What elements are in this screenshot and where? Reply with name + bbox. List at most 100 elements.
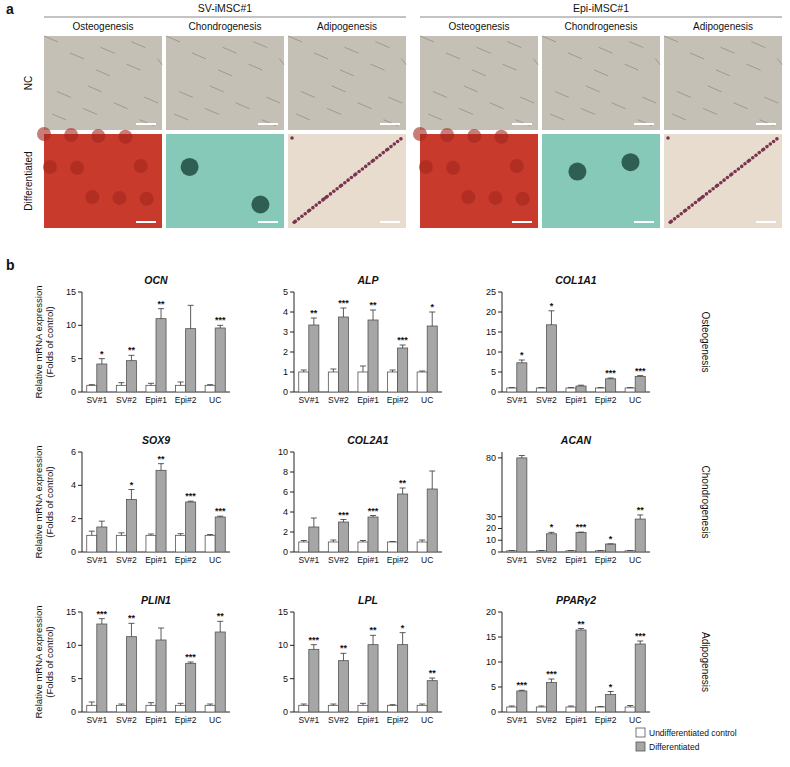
error-cap xyxy=(360,366,366,367)
lipid-droplet xyxy=(705,192,709,196)
error-bar xyxy=(311,318,317,325)
y-tick xyxy=(78,392,82,393)
error-cap xyxy=(419,704,425,705)
cell-texture xyxy=(599,47,613,53)
cell-texture xyxy=(174,114,188,120)
lipid-droplet xyxy=(307,209,311,213)
bar xyxy=(299,705,309,712)
x-tick-label: Epi#2 xyxy=(175,715,197,725)
bar xyxy=(635,644,645,712)
lipid-droplet xyxy=(743,162,747,166)
scale-bar xyxy=(634,221,654,223)
x-tick-label: SV#1 xyxy=(86,395,107,405)
error-stem xyxy=(432,471,433,489)
bar xyxy=(328,372,338,392)
stain-texture xyxy=(494,130,508,144)
cell-texture xyxy=(568,53,582,59)
x-tick-label: Epi#1 xyxy=(145,395,167,405)
error-cap xyxy=(330,704,336,705)
error-stem xyxy=(402,488,403,494)
bar xyxy=(126,500,136,553)
error-bar xyxy=(519,360,525,363)
cell-texture xyxy=(734,103,748,109)
significance: ** xyxy=(370,625,378,635)
error-bar xyxy=(178,534,184,536)
bar xyxy=(417,542,427,552)
error-bar xyxy=(370,516,376,518)
error-bar xyxy=(217,621,223,632)
significance: *** xyxy=(546,669,557,679)
error-stem xyxy=(91,702,92,705)
x-tick-label: SV#1 xyxy=(506,555,527,565)
error-bar xyxy=(370,635,376,644)
bar xyxy=(507,551,517,552)
stain-texture xyxy=(85,190,99,204)
chart-title: ALP xyxy=(357,274,380,286)
bar xyxy=(635,519,645,552)
stain-texture xyxy=(91,129,105,143)
significance: * xyxy=(100,349,104,359)
bar xyxy=(116,705,126,712)
x-tick-label: Epi#2 xyxy=(387,715,409,725)
x-tick-label: Epi#1 xyxy=(357,555,379,565)
stain-texture xyxy=(134,159,148,173)
scale-bar xyxy=(258,221,278,223)
lipid-droplet xyxy=(676,214,680,218)
y-tick xyxy=(290,552,294,553)
bar xyxy=(338,317,348,392)
bar xyxy=(309,527,319,552)
error-bar xyxy=(627,706,633,708)
significance: ** xyxy=(578,619,586,629)
marks xyxy=(507,629,646,713)
error-stem xyxy=(131,623,132,636)
y-tick xyxy=(498,540,502,541)
error-stem xyxy=(373,635,374,644)
lipid-droplet xyxy=(765,145,769,149)
error-stem xyxy=(180,382,181,385)
stain-texture xyxy=(467,129,481,143)
chart-title: ACAN xyxy=(560,434,592,446)
error-stem xyxy=(432,678,433,681)
lipid-droplet xyxy=(772,140,776,144)
bar xyxy=(97,527,107,552)
bar xyxy=(126,637,136,712)
bar xyxy=(309,325,319,392)
bar xyxy=(427,489,437,552)
bar xyxy=(156,319,166,392)
cell-texture xyxy=(433,91,447,97)
cell-texture xyxy=(210,86,224,92)
bar xyxy=(606,544,616,552)
legend-swatch xyxy=(636,742,645,751)
cell-texture xyxy=(249,64,263,70)
cell-texture xyxy=(358,103,372,109)
row-label: Chondrogenesis xyxy=(700,466,711,539)
x-tick-label: UC xyxy=(629,395,641,405)
cell-texture xyxy=(520,97,534,103)
cell-texture xyxy=(550,114,564,120)
cell-texture xyxy=(428,114,442,120)
error-stem xyxy=(640,515,641,519)
y-tick xyxy=(290,532,294,533)
nc-image xyxy=(44,36,162,130)
lipid-droplet xyxy=(290,136,294,140)
error-bar xyxy=(360,541,366,543)
marks xyxy=(507,311,646,392)
lipid-droplet xyxy=(393,142,397,146)
lipid-droplet xyxy=(318,201,322,205)
error-cap xyxy=(538,550,544,551)
significance: *** xyxy=(215,315,226,325)
differentiated-image xyxy=(44,134,162,228)
cell-texture xyxy=(716,70,730,76)
cell-texture xyxy=(288,36,302,42)
error-bar xyxy=(509,550,515,551)
lipid-droplet xyxy=(726,176,730,180)
chart-title: LPL xyxy=(358,594,378,606)
lipid-droplet xyxy=(761,148,765,152)
y-axis-title: (Folds of control) xyxy=(44,626,55,697)
y-tick xyxy=(78,358,82,359)
y-axis xyxy=(294,292,295,392)
error-bar xyxy=(568,387,574,388)
x-tick-label: Epi#1 xyxy=(565,555,587,565)
y-tick-label: 10 xyxy=(66,640,76,650)
y-tick xyxy=(78,292,82,293)
